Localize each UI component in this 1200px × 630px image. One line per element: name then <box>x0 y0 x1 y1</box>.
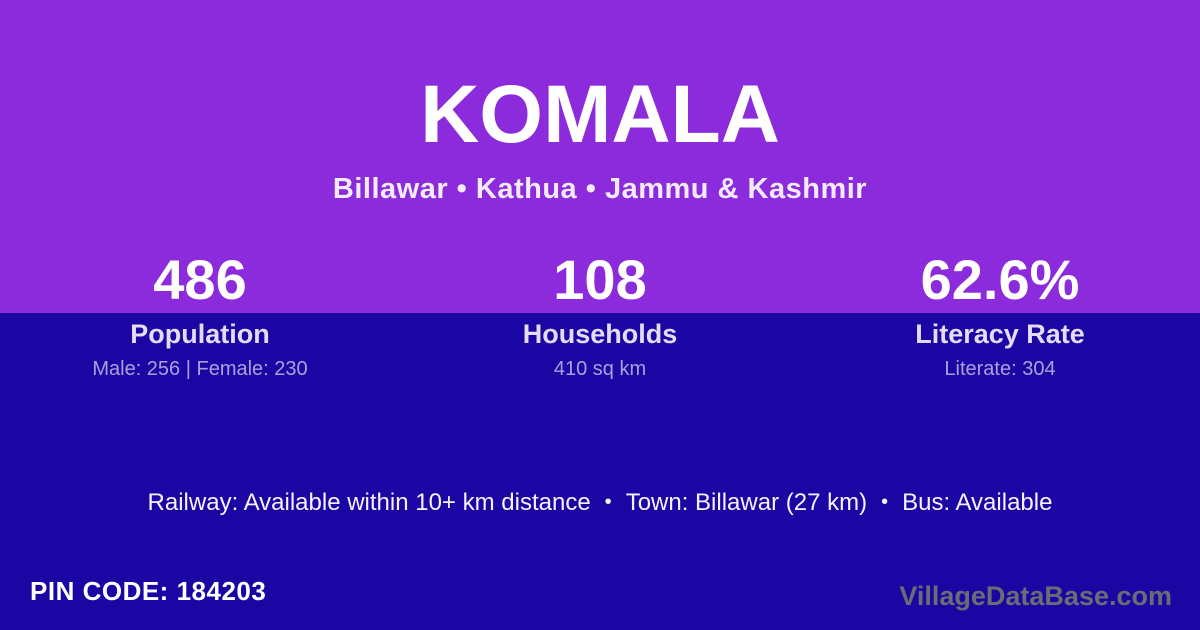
households-label: Households <box>522 319 678 349</box>
dot-separator-icon: • <box>604 491 612 513</box>
stat-households: 108 Households 410 sq km <box>400 247 800 381</box>
literacy-detail: Literate: 304 <box>944 358 1056 380</box>
town-distance: Town: Billawar (27 km) <box>625 489 868 516</box>
bus-status: Bus: Available <box>902 489 1053 516</box>
amenities-line: Railway: Available within 10+ km distanc… <box>0 486 1200 519</box>
population-detail: Male: 256 | Female: 230 <box>92 358 308 380</box>
railway-status: Railway: Available within 10+ km distanc… <box>147 489 591 516</box>
pin-code-value: 184203 <box>176 576 267 606</box>
households-value: 108 <box>553 248 647 311</box>
pin-code: PIN CODE: 184203 <box>30 576 266 607</box>
stat-population: 486 Population Male: 256 | Female: 230 <box>0 247 400 381</box>
stats-row: 486 Population Male: 256 | Female: 230 1… <box>0 247 1200 381</box>
population-label: Population <box>130 319 270 349</box>
pin-code-label: PIN CODE: <box>30 576 169 606</box>
village-title: KOMALA <box>420 69 780 160</box>
population-value: 486 <box>153 248 247 311</box>
stat-literacy: 62.6% Literacy Rate Literate: 304 <box>800 247 1200 381</box>
village-location-breadcrumb: Billawar • Kathua • Jammu & Kashmir <box>332 173 868 205</box>
literacy-label: Literacy Rate <box>915 319 1085 349</box>
dot-separator-icon: • <box>881 491 889 513</box>
header-section: KOMALA Billawar • Kathua • Jammu & Kashm… <box>0 0 1200 313</box>
literacy-value: 62.6% <box>920 248 1080 311</box>
households-detail: 410 sq km <box>553 358 647 380</box>
site-watermark: VillageDataBase.com <box>899 581 1172 611</box>
